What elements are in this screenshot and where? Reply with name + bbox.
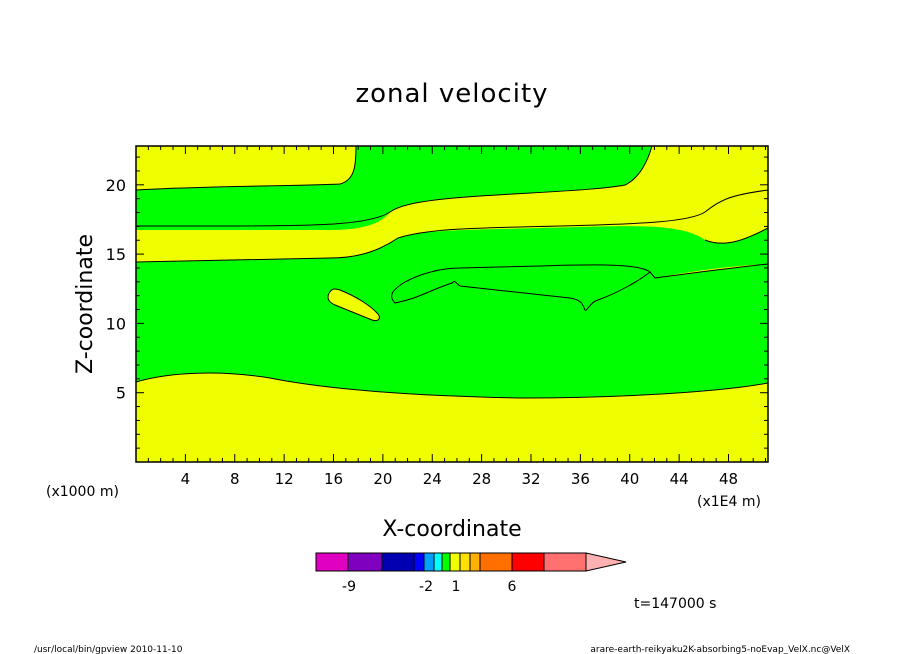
colorbar (315, 552, 627, 572)
colorbar-segment (469, 552, 481, 572)
x-tick-label: 28 (472, 470, 491, 488)
colorbar-segment (315, 552, 349, 572)
colorbar-tick-label: -9 (342, 579, 356, 595)
colorbar-segment (433, 552, 443, 572)
negative-band-upper-right (136, 212, 390, 230)
x-tick-label: 44 (670, 470, 689, 488)
y-axis-label: Z-coordinate (73, 234, 98, 374)
x-tick-label: 32 (521, 470, 540, 488)
plot-frame (135, 145, 769, 463)
x-unit-label: (x1E4 m) (697, 494, 761, 510)
x-tick-label: 36 (571, 470, 590, 488)
time-label: t=147000 s (634, 596, 716, 612)
x-axis-label: X-coordinate (382, 517, 521, 542)
y-axis-ticks: 5 10 15 20 (106, 156, 768, 449)
colorbar-segment (423, 552, 435, 572)
negative-band-upper (136, 146, 652, 226)
y-tick-label: 20 (106, 176, 126, 195)
colorbar-segment (347, 552, 383, 572)
colorbar-segment (381, 552, 415, 572)
y-tick-label: 10 (106, 314, 126, 333)
y-tick-label: 5 (116, 384, 126, 403)
x-tick-label: 24 (423, 470, 442, 488)
plot-area (135, 145, 769, 463)
chart-title: zonal velocity (355, 79, 548, 109)
x-tick-label: 20 (373, 470, 392, 488)
colorbar-tick-labels: -9 -2 1 6 (342, 579, 517, 595)
footer-right: arare-earth-reikyaku2K-absorbing5-noEvap… (590, 645, 850, 654)
footer-left: /usr/local/bin/gpview 2010-11-10 (34, 645, 183, 654)
colorbar-segment (441, 552, 451, 572)
colorbar-segment (459, 552, 471, 572)
x-tick-label: 48 (719, 470, 738, 488)
colorbar-tick-label: -2 (419, 579, 433, 595)
x-axis-ticks: 4 8 12 16 20 24 28 32 36 40 44 48 (147, 146, 767, 488)
colorbar-segment (413, 552, 425, 572)
contour-lines (135, 145, 769, 399)
negative-band-main (136, 226, 768, 398)
positive-island-small (327, 288, 380, 321)
x-tick-label: 4 (181, 470, 191, 488)
colorbar-tick-label: 6 (508, 579, 517, 595)
colorbar-segment (511, 552, 545, 572)
colorbar-segment (543, 552, 587, 572)
x-tick-label: 40 (620, 470, 639, 488)
x-tick-label: 12 (275, 470, 294, 488)
x-tick-label: 16 (324, 470, 343, 488)
colorbar-arrow (585, 552, 627, 572)
y-unit-label: (x1000 m) (46, 484, 119, 500)
colorbar-segment (479, 552, 513, 572)
colorbar-tick-label: 1 (452, 579, 461, 595)
y-tick-label: 15 (106, 245, 126, 264)
x-tick-label: 8 (230, 470, 240, 488)
colorbar-segment (449, 552, 461, 572)
